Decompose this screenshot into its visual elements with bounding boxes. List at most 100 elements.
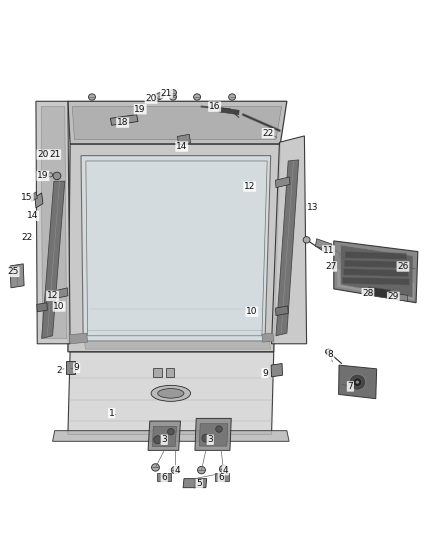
Ellipse shape [154,436,162,443]
Polygon shape [72,107,282,140]
Text: 10: 10 [53,302,65,311]
Polygon shape [368,287,390,298]
Polygon shape [69,333,88,344]
Text: 9: 9 [74,364,80,372]
Ellipse shape [303,237,310,243]
Ellipse shape [198,466,205,474]
Text: 21: 21 [49,150,60,159]
Text: 27: 27 [325,262,336,271]
Ellipse shape [170,94,177,100]
Text: 13: 13 [307,204,319,212]
Text: 19: 19 [134,105,146,114]
Text: 28: 28 [362,289,374,297]
Text: 21: 21 [161,89,172,98]
Bar [153,368,162,377]
Polygon shape [344,260,408,268]
Ellipse shape [53,172,61,180]
Text: 20: 20 [37,150,49,159]
Text: 3: 3 [161,435,167,444]
Bar [66,361,75,374]
Ellipse shape [170,90,177,96]
Polygon shape [42,181,65,338]
Text: 14: 14 [176,142,187,151]
Polygon shape [85,341,271,349]
Polygon shape [339,365,377,399]
Polygon shape [219,108,239,115]
Polygon shape [195,418,231,450]
Ellipse shape [171,466,179,474]
Ellipse shape [158,389,184,398]
Text: 5: 5 [196,480,202,488]
Polygon shape [177,134,191,145]
Polygon shape [315,239,332,252]
Polygon shape [343,269,409,277]
Ellipse shape [88,94,95,100]
Ellipse shape [194,94,201,100]
Text: 4: 4 [223,466,228,474]
Polygon shape [215,473,229,481]
Polygon shape [68,101,287,144]
Text: 14: 14 [27,212,39,220]
Polygon shape [35,193,43,208]
Ellipse shape [349,374,366,390]
Text: 4: 4 [175,466,180,474]
Polygon shape [262,333,274,342]
Polygon shape [341,245,413,297]
Ellipse shape [156,93,163,99]
Text: 12: 12 [47,292,58,300]
Ellipse shape [330,263,336,270]
Polygon shape [41,107,67,338]
Polygon shape [68,144,280,352]
Ellipse shape [52,150,58,157]
Ellipse shape [219,465,227,473]
Text: 12: 12 [244,182,255,191]
Polygon shape [36,101,70,344]
Polygon shape [337,269,414,300]
Text: 20: 20 [145,94,157,103]
Polygon shape [10,264,24,288]
Polygon shape [272,136,307,344]
Ellipse shape [151,385,191,401]
Text: 29: 29 [388,293,399,301]
Ellipse shape [48,173,53,177]
Text: 26: 26 [397,262,409,271]
Ellipse shape [339,253,346,259]
Ellipse shape [356,381,359,384]
Text: 16: 16 [209,102,220,111]
Bar [166,368,174,377]
Text: 10: 10 [246,308,258,316]
Ellipse shape [167,429,174,435]
Polygon shape [276,306,288,316]
Ellipse shape [202,434,210,442]
Polygon shape [68,352,274,434]
Polygon shape [110,115,138,125]
Ellipse shape [215,426,222,432]
Polygon shape [37,303,47,312]
Text: 15: 15 [21,193,33,201]
Text: 22: 22 [262,129,274,138]
Text: 6: 6 [218,473,224,482]
Text: 7: 7 [347,382,353,391]
Ellipse shape [52,292,57,296]
Ellipse shape [353,378,362,386]
Text: 9: 9 [262,369,268,377]
Polygon shape [276,177,290,188]
Text: 2: 2 [57,366,62,375]
Polygon shape [49,288,68,300]
Text: 3: 3 [207,435,213,444]
Ellipse shape [154,94,161,100]
Text: 25: 25 [7,268,19,276]
Polygon shape [334,241,418,303]
Text: 8: 8 [328,350,334,359]
Polygon shape [398,294,408,301]
Polygon shape [81,156,271,341]
Text: 6: 6 [161,473,167,482]
Text: 18: 18 [117,118,128,127]
Polygon shape [152,426,177,447]
Polygon shape [271,364,283,377]
Polygon shape [31,192,37,201]
Polygon shape [199,424,228,446]
Polygon shape [343,277,410,285]
Text: 19: 19 [37,172,49,180]
Polygon shape [345,252,407,260]
